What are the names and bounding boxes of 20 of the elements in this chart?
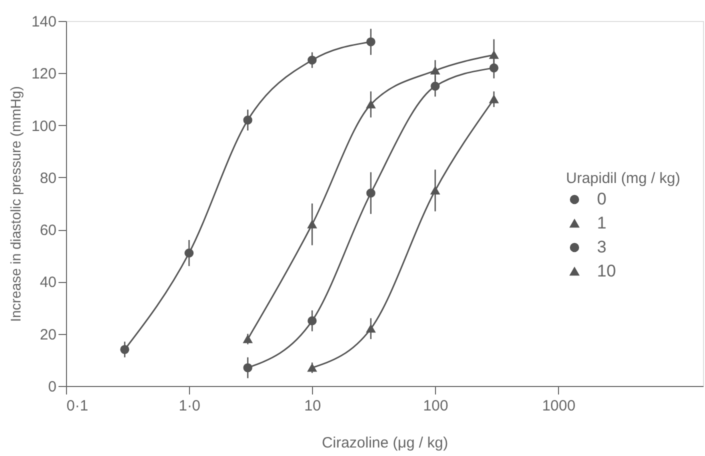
y-axis-title: Increase in diastolic pressure (mmHg) — [7, 86, 24, 322]
legend-label: 10 — [597, 262, 616, 280]
legend-label: 0 — [597, 190, 606, 208]
y-tick-label: 60 — [40, 222, 56, 240]
y-tick-label: 0 — [48, 378, 56, 396]
x-tick-label: 1000 — [542, 398, 576, 414]
y-tick-label: 100 — [31, 118, 56, 135]
legend-label: 3 — [597, 238, 606, 256]
x-tick-label: 0·1 — [66, 398, 88, 414]
legend-title: Urapidil (mg / kg) — [566, 170, 680, 187]
x-tick-label: 1·0 — [178, 398, 200, 414]
x-tick-label: 100 — [423, 398, 448, 414]
x-axis-title: Cirazoline (μg / kg) — [322, 434, 448, 452]
y-tick-label: 120 — [31, 66, 56, 83]
y-tick-label: 80 — [40, 170, 56, 187]
y-tick-label: 140 — [31, 14, 56, 30]
y-tick-label: 40 — [40, 274, 56, 292]
x-tick-label: 10 — [304, 398, 321, 414]
legend-label: 1 — [597, 214, 606, 232]
y-tick-label: 20 — [40, 326, 56, 344]
